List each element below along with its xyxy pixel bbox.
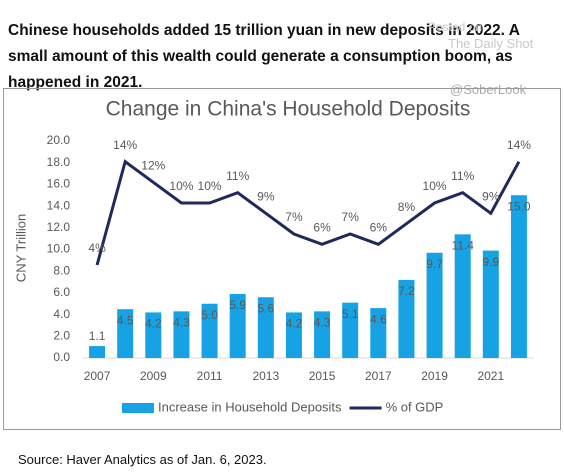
legend-label: % of GDP: [386, 399, 444, 414]
bar: [454, 234, 471, 358]
bar-label: 5.0: [201, 308, 218, 322]
chart-frame: [3, 88, 561, 430]
x-tick-label: 2013: [252, 369, 279, 383]
chart-title: Change in China's Household Deposits: [106, 98, 471, 121]
bar: [426, 252, 443, 358]
bar-label: 4.2: [145, 317, 162, 331]
bar: [145, 312, 162, 358]
bar: [117, 309, 134, 358]
line-label: 10%: [423, 179, 447, 193]
watermark: @SoberLook: [450, 82, 527, 97]
legend-swatch: [122, 403, 154, 413]
y-axis-label: CNY Trillion: [13, 214, 28, 282]
bar: [89, 346, 106, 358]
bar-label: 11.4: [451, 238, 474, 252]
bar: [510, 195, 527, 358]
x-tick-label: 2015: [309, 369, 336, 383]
bar: [173, 311, 190, 358]
line-label: 9%: [482, 190, 500, 204]
line-label: 4%: [88, 241, 106, 255]
x-tick-label: 2019: [421, 369, 448, 383]
line-label: 8%: [398, 200, 416, 214]
legend-label: Increase in Household Deposits: [158, 399, 342, 414]
bar-label: 9.9: [482, 255, 499, 269]
line: [95, 159, 521, 266]
y-tick-label: 16.0: [47, 177, 71, 191]
bar: [257, 297, 274, 358]
bar: [314, 311, 331, 358]
bar-label: 4.2: [286, 317, 303, 331]
y-tick-label: 2.0: [53, 328, 70, 342]
line-label: 6%: [313, 221, 331, 235]
x-tick-label: 2011: [197, 369, 223, 383]
y-tick-label: 4.0: [53, 307, 70, 321]
line-label: 6%: [370, 221, 388, 235]
line-label: 10%: [198, 179, 222, 193]
y-tick-label: 6.0: [53, 285, 70, 299]
y-tick-label: 20.0: [47, 133, 71, 147]
x-tick-label: 2009: [140, 369, 167, 383]
line-label: 7%: [342, 210, 360, 224]
bar: [285, 312, 302, 358]
bar-label: 15.0: [507, 199, 531, 213]
bar: [398, 279, 415, 358]
bar-label: 4.3: [173, 316, 190, 330]
y-tick-label: 12.0: [47, 220, 71, 234]
source: Source: Haver Analytics as of Jan. 6, 20…: [18, 452, 267, 467]
watermark: The Daily Shot: [448, 36, 534, 51]
bar-label: 9.7: [426, 257, 443, 271]
bar: [229, 293, 246, 358]
bar: [342, 302, 359, 358]
bar-label: 4.6: [370, 312, 387, 326]
bar: [482, 250, 499, 358]
y-tick-label: 18.0: [47, 155, 71, 169]
x-tick-label: 2007: [84, 369, 111, 383]
bar-label: 5.9: [229, 298, 246, 312]
bar: [370, 308, 387, 358]
line-label: 7%: [285, 210, 303, 224]
y-tick-label: 0.0: [53, 350, 70, 364]
bar-label: 4.3: [314, 316, 331, 330]
line-label: 9%: [257, 190, 275, 204]
bar-label: 5.6: [257, 301, 274, 315]
watermark: Posted on: [428, 20, 483, 34]
y-tick-label: 14.0: [47, 198, 71, 212]
line-label: 10%: [169, 179, 193, 193]
headline: Chinese households added 15 trillion yua…: [8, 22, 520, 91]
line-label: 14%: [507, 138, 531, 152]
bar-label: 7.2: [398, 284, 415, 298]
chart: Change in China's Household Deposits CNY…: [13, 98, 533, 414]
line-label: 14%: [113, 138, 137, 152]
line-label: 11%: [226, 169, 249, 183]
bar-label: 1.1: [89, 329, 106, 343]
bar: [201, 303, 218, 358]
x-tick-label: 2021: [477, 369, 504, 383]
y-tick-label: 10.0: [47, 242, 71, 256]
y-tick-label: 8.0: [53, 263, 70, 277]
line-label: 12%: [141, 159, 165, 173]
bar-label: 5.1: [342, 307, 359, 321]
line-label: 11%: [451, 169, 474, 183]
x-tick-label: 2017: [365, 369, 392, 383]
bar-label: 4.5: [117, 313, 134, 327]
